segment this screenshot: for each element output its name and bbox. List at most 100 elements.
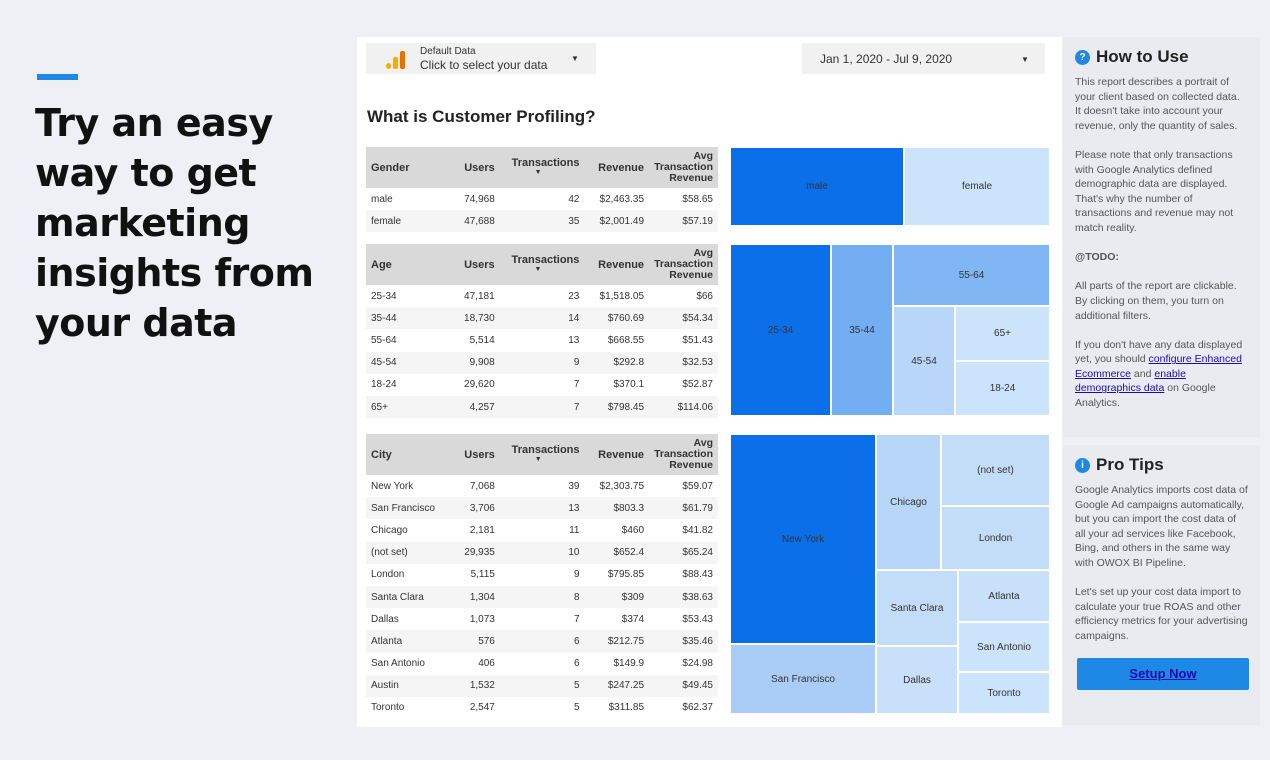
table-cell: 11 <box>569 524 580 536</box>
table-row[interactable]: San Francisco 3,706 13 $803.3 $61.79 <box>366 497 718 520</box>
treemap-tile-18-24[interactable]: 18-24 <box>955 361 1050 416</box>
table-cell: male <box>371 193 393 205</box>
table-cell: $374 <box>621 613 645 625</box>
table-row[interactable]: Chicago 2,181 11 $460 $41.82 <box>366 519 718 541</box>
table-cell: San Francisco <box>366 497 453 520</box>
column-header[interactable]: Transactions ▼ <box>499 147 585 188</box>
how-to-use-text: Please note that only transactions with … <box>1075 148 1234 234</box>
enable-demographics-link[interactable]: enable demographics data <box>1075 367 1186 395</box>
data-source-selector[interactable]: Default Data Click to select your data ▼ <box>366 43 596 74</box>
column-header[interactable]: Transactions ▼ <box>499 434 585 475</box>
treemap-tile-toronto[interactable]: Toronto <box>958 672 1050 714</box>
treemap-tile-new-york[interactable]: New York <box>730 434 876 644</box>
table-row[interactable]: 55-64 5,514 13 $668.55 $51.43 <box>366 329 718 351</box>
treemap-tile-male[interactable]: male <box>730 147 904 226</box>
table-cell: $311.85 <box>608 702 645 714</box>
table-row[interactable]: 25-34 47,181 23 $1,518.05 $66 <box>366 285 718 307</box>
column-header[interactable]: Users <box>451 244 500 285</box>
table-cell: $32.53 <box>649 351 718 374</box>
treemap-tile-35-44[interactable]: 35-44 <box>831 244 893 416</box>
table-cell: 35-44 <box>366 307 452 330</box>
treemap-tile-25-34[interactable]: 25-34 <box>730 244 831 416</box>
report-canvas: Default Data Click to select your data ▼… <box>357 37 1062 727</box>
treemap-tile-san-francisco[interactable]: San Francisco <box>730 644 876 714</box>
table-cell: $35.46 <box>649 630 718 653</box>
report-title: What is Customer Profiling? <box>367 107 596 126</box>
column-header[interactable]: Users <box>452 434 500 475</box>
table-row[interactable]: 45-54 9,908 9 $292.8 $32.53 <box>366 351 718 374</box>
treemap-tile-not-set[interactable]: (not set) <box>941 434 1050 506</box>
table-cell: $798.45 <box>584 395 650 419</box>
table-cell: 9 <box>573 569 580 581</box>
table-row[interactable]: female 47,688 35 $2,001.49 $57.19 <box>366 210 718 233</box>
table-cell: 23 <box>568 290 580 302</box>
table-cell: 5 <box>573 702 580 714</box>
table-cell: $668.55 <box>607 334 645 346</box>
table-cell: 47,688 <box>452 210 500 233</box>
table-cell: $370.1 <box>613 379 645 391</box>
pro-tips-text: Let's set up your cost data import to ca… <box>1075 586 1248 642</box>
column-header[interactable]: Age <box>366 244 452 285</box>
column-header[interactable]: Avg Transaction Revenue <box>649 147 718 188</box>
treemap-tile-female[interactable]: female <box>904 147 1050 226</box>
setup-now-button[interactable]: Setup Now <box>1077 658 1249 691</box>
column-header[interactable]: City <box>366 434 453 475</box>
table-cell: 8 <box>499 585 585 609</box>
data-source-value: Click to select your data <box>420 58 548 72</box>
table-row[interactable]: 35-44 18,730 14 $760.69 $54.34 <box>366 307 718 330</box>
treemap-tile-45-54[interactable]: 45-54 <box>893 306 955 416</box>
table-row[interactable]: 18-24 29,620 7 $370.1 $52.87 <box>366 374 718 396</box>
table-cell: 14 <box>499 307 585 330</box>
date-range-selector[interactable]: Jan 1, 2020 - Jul 9, 2020 ▼ <box>802 43 1045 74</box>
table-cell: 13 <box>568 334 580 346</box>
table-cell: 47,181 <box>464 290 495 302</box>
table-cell: 406 <box>478 658 495 670</box>
column-header[interactable]: Users <box>452 147 500 188</box>
table-row[interactable]: New York 7,068 39 $2,303.75 $59.07 <box>366 475 718 497</box>
column-header[interactable]: Revenue <box>584 244 650 285</box>
column-header[interactable]: Transactions ▼ <box>499 244 585 285</box>
table-cell: $292.8 <box>584 351 650 374</box>
treemap-tile-55-64[interactable]: 55-64 <box>893 244 1050 306</box>
table-cell: 10 <box>499 541 585 564</box>
table-row[interactable]: Toronto 2,547 5 $311.85 $62.37 <box>366 697 718 719</box>
date-range-value: Jan 1, 2020 - Jul 9, 2020 <box>820 52 953 66</box>
treemap-tile-65[interactable]: 65+ <box>955 306 1050 361</box>
table-cell: $52.87 <box>682 379 713 391</box>
table-row[interactable]: Dallas 1,073 7 $374 $53.43 <box>366 608 718 630</box>
treemap-tile-london[interactable]: London <box>941 506 1050 570</box>
column-header-label: Transactions <box>511 444 580 456</box>
treemap-tile-san-antonio[interactable]: San Antonio <box>958 622 1050 672</box>
table-cell: 7 <box>573 379 580 391</box>
table-cell: female <box>366 210 453 233</box>
column-header[interactable]: Avg Transaction Revenue <box>649 434 718 475</box>
table-row[interactable]: London 5,115 9 $795.85 $88.43 <box>366 564 718 586</box>
table-cell: 18-24 <box>371 379 397 391</box>
table-cell: $59.07 <box>682 480 713 492</box>
table-row[interactable]: (not set) 29,935 10 $652.4 $65.24 <box>366 541 718 564</box>
table-cell: $61.79 <box>649 497 718 520</box>
sort-down-icon: ▼ <box>534 266 542 273</box>
how-to-use-panel: ? How to Use This report describes a por… <box>1063 37 1260 437</box>
table-cell: 13 <box>499 497 585 520</box>
table-row[interactable]: San Antonio 406 6 $149.9 $24.98 <box>366 653 718 675</box>
text-fragment: If you don't have any data displayed yet… <box>1075 338 1243 366</box>
configure-ecommerce-link[interactable]: configure Enhanced Ecommerce <box>1075 353 1242 380</box>
column-header[interactable]: Gender <box>366 147 453 188</box>
table-cell: Chicago <box>371 524 408 536</box>
column-header[interactable]: Revenue <box>584 147 650 188</box>
table-cell: 45-54 <box>366 351 452 374</box>
table-row[interactable]: Atlanta 576 6 $212.75 $35.46 <box>366 630 718 653</box>
table-row[interactable]: 65+ 4,257 7 $798.45 $114.06 <box>366 395 718 419</box>
column-header[interactable]: Avg Transaction Revenue <box>649 244 718 285</box>
how-to-use-text: All parts of the report are clickable. B… <box>1075 280 1237 322</box>
table-row[interactable]: male 74,968 42 $2,463.35 $58.65 <box>366 188 718 210</box>
table-row[interactable]: Santa Clara 1,304 8 $309 $38.63 <box>366 585 718 609</box>
treemap-tile-atlanta[interactable]: Atlanta <box>958 570 1050 622</box>
treemap-tile-dallas[interactable]: Dallas <box>876 646 958 714</box>
treemap-tile-chicago[interactable]: Chicago <box>876 434 941 570</box>
treemap-tile-santa-clara[interactable]: Santa Clara <box>876 570 958 646</box>
table-row[interactable]: Austin 1,532 5 $247.25 $49.45 <box>366 674 718 697</box>
table-cell: $65.24 <box>649 541 718 564</box>
column-header[interactable]: Revenue <box>584 434 650 475</box>
